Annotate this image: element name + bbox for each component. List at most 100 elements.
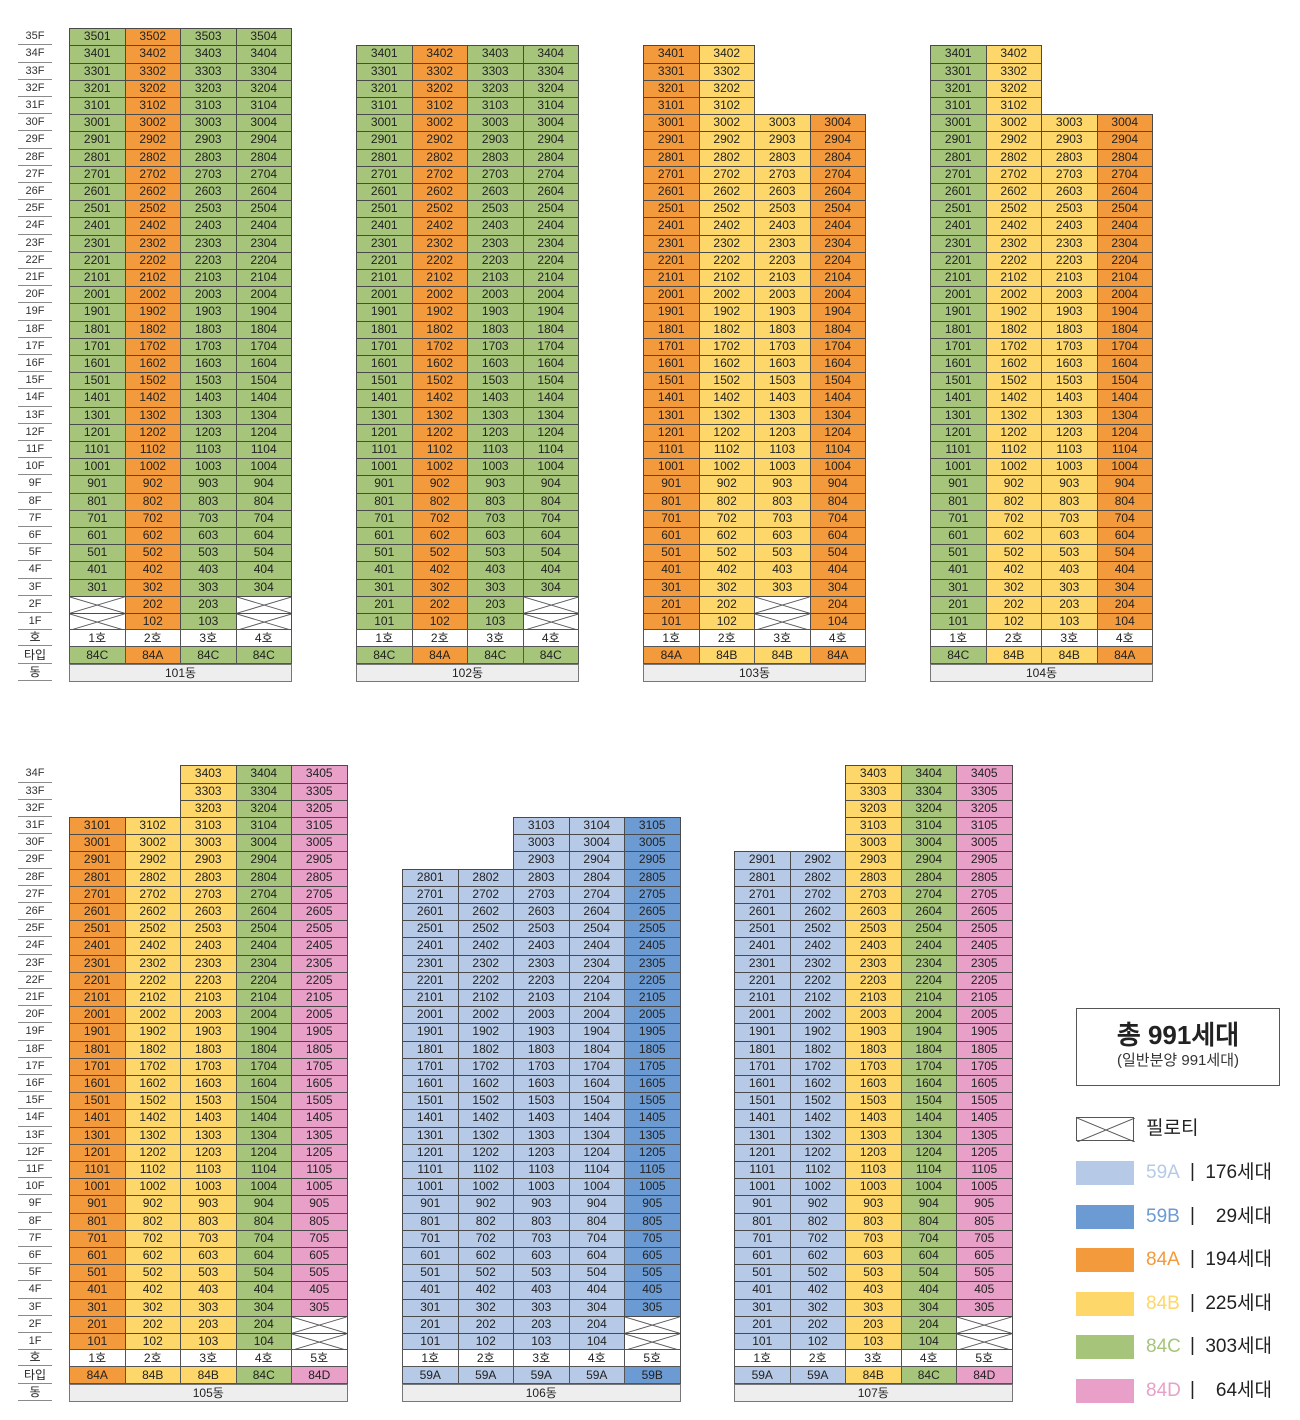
unit-cell: 605	[956, 1247, 1013, 1266]
unit-cell: 1105	[956, 1161, 1013, 1180]
unit-cell: 1104	[809, 441, 866, 460]
unit-cell: 3501	[69, 28, 126, 47]
unit-cell: 1302	[457, 1126, 514, 1145]
unit-cell: 1101	[402, 1161, 459, 1180]
type-cell: 59A	[402, 1366, 459, 1384]
floor-label: 17F	[18, 338, 52, 355]
unit-cell: 904	[1096, 475, 1153, 494]
unit-cell: 2604	[568, 903, 625, 922]
unit-cell: 904	[900, 1195, 957, 1214]
unit-cell: 1805	[291, 1040, 348, 1059]
floor-label: 10F	[18, 1178, 52, 1196]
unit-cell: 2704	[1096, 165, 1153, 184]
unit-cell: 204	[900, 1315, 957, 1334]
unit-cell: 202	[985, 595, 1042, 614]
unit-cell: 3405	[956, 765, 1013, 784]
unit-cell: 502	[698, 544, 755, 563]
unit-cell: 203	[513, 1315, 570, 1334]
unit-cell: 1803	[513, 1040, 570, 1059]
unit-cell: 2301	[69, 234, 126, 253]
legend-item: 84A | 194세대	[1076, 1248, 1296, 1274]
unit-cell: 1502	[698, 372, 755, 391]
pilotis-cell	[69, 613, 126, 632]
unit-cell: 2503	[845, 920, 902, 939]
unit-cell: 2502	[698, 200, 755, 219]
unit-cell: 501	[734, 1264, 791, 1283]
unit-cell: 1803	[180, 320, 237, 339]
unit-cell: 1304	[568, 1126, 625, 1145]
unit-cell: 1002	[411, 458, 468, 477]
unit-cell: 2501	[356, 200, 413, 219]
ho-cell: 5호	[956, 1349, 1013, 1367]
unit-cell: 1203	[180, 1143, 237, 1162]
unit-cell: 2503	[754, 200, 811, 219]
unit-cell: 1804	[522, 320, 579, 339]
unit-cell: 402	[124, 1281, 181, 1300]
legend-type: 84C	[1146, 1336, 1181, 1357]
floor-label: 9F	[18, 1195, 52, 1213]
unit-cell: 2101	[69, 269, 126, 288]
ho-cell: 2호	[985, 629, 1042, 647]
unit-cell: 2002	[124, 286, 181, 305]
unit-cell: 3004	[809, 114, 866, 133]
unit-cell: 301	[356, 578, 413, 597]
unit-cell: 3404	[522, 45, 579, 64]
unit-cell: 503	[513, 1264, 570, 1283]
unit-cell: 1601	[356, 355, 413, 374]
legend-separator: |	[1190, 1161, 1195, 1182]
unit-cell: 2701	[356, 165, 413, 184]
unit-cell: 1701	[930, 337, 987, 356]
unit-cell: 1703	[180, 337, 237, 356]
unit-cell: 1901	[69, 303, 126, 322]
unit-cell: 3002	[124, 114, 181, 133]
unit-cell: 2604	[809, 183, 866, 202]
floor-label: 25F	[18, 920, 52, 938]
unit-cell: 3204	[235, 799, 292, 818]
unit-cell: 2803	[1041, 148, 1098, 167]
unit-cell: 1704	[1096, 337, 1153, 356]
unit-cell: 503	[845, 1264, 902, 1283]
unit-cell: 1102	[124, 1161, 181, 1180]
unit-cell: 403	[513, 1281, 570, 1300]
unit-cell: 2601	[643, 183, 700, 202]
unit-cell: 2502	[985, 200, 1042, 219]
unit-cell: 2001	[402, 1006, 459, 1025]
unit-cell: 2102	[789, 989, 846, 1008]
unit-cell: 801	[402, 1212, 459, 1231]
unit-cell: 1601	[643, 355, 700, 374]
type-cell: 84C	[522, 646, 579, 664]
unit-cell: 3104	[235, 97, 292, 116]
unit-cell: 203	[180, 595, 237, 614]
unit-cell: 3204	[522, 79, 579, 98]
unit-cell: 2105	[291, 989, 348, 1008]
unit-cell: 1802	[124, 1040, 181, 1059]
ho-cell: 1호	[356, 629, 413, 647]
unit-cell: 1502	[411, 372, 468, 391]
unit-cell: 2601	[69, 183, 126, 202]
unit-cell: 1205	[624, 1143, 681, 1162]
unit-cell: 2403	[467, 217, 524, 236]
type-cell: 59A	[457, 1366, 514, 1384]
unit-cell: 501	[402, 1264, 459, 1283]
unit-cell: 1502	[985, 372, 1042, 391]
unit-cell: 1204	[900, 1143, 957, 1162]
unit-cell: 2304	[522, 234, 579, 253]
unit-cell: 2804	[568, 868, 625, 887]
unit-cell: 2802	[457, 868, 514, 887]
unit-cell: 2403	[1041, 217, 1098, 236]
unit-cell: 2905	[624, 851, 681, 870]
unit-cell: 1801	[734, 1040, 791, 1059]
unit-cell: 402	[698, 561, 755, 580]
unit-cell: 3003	[845, 834, 902, 853]
unit-cell: 1101	[930, 441, 987, 460]
unit-cell: 2101	[356, 269, 413, 288]
unit-cell: 504	[235, 544, 292, 563]
floor-label: 4F	[18, 561, 52, 579]
unit-cell: 3001	[356, 114, 413, 133]
unit-cell: 3104	[235, 817, 292, 836]
unit-cell: 3003	[180, 114, 237, 133]
unit-cell: 1003	[754, 458, 811, 477]
unit-cell: 303	[467, 578, 524, 597]
unit-cell: 2003	[1041, 286, 1098, 305]
unit-cell: 2903	[754, 131, 811, 150]
